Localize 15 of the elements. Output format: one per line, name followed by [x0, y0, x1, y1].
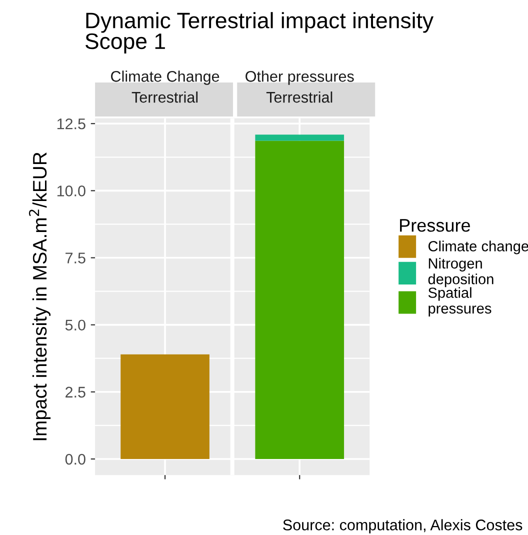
x-tick-label: Other pressures Terrestrial [246, 70, 354, 103]
legend-label: Spatial pressures [428, 287, 492, 316]
legend-title: Pressure [400, 219, 470, 232]
chart-title: Dynamic Terrestrial impact intensity Scope 1 [85, 12, 434, 54]
y-tick-label: 2.5 [66, 386, 86, 398]
y-tick-label: 5.0 [65, 320, 86, 331]
legend-label: Climate change [428, 240, 528, 254]
y-axis-title: Impact intensity in MSA.m$^{2}$/kEUR [28, 152, 51, 440]
y-tick-label: 10.0 [57, 186, 86, 196]
y-tick-label: 12.5 [57, 118, 86, 130]
source-note: Source: computation, Alexis Costes [283, 519, 522, 534]
x-tick-label: Climate Change Terrestrial [111, 70, 220, 103]
y-tick-label: 7.5 [66, 252, 86, 264]
legend-label: Nitrogen deposition [428, 258, 494, 288]
y-tick-label: 0.0 [65, 454, 86, 465]
